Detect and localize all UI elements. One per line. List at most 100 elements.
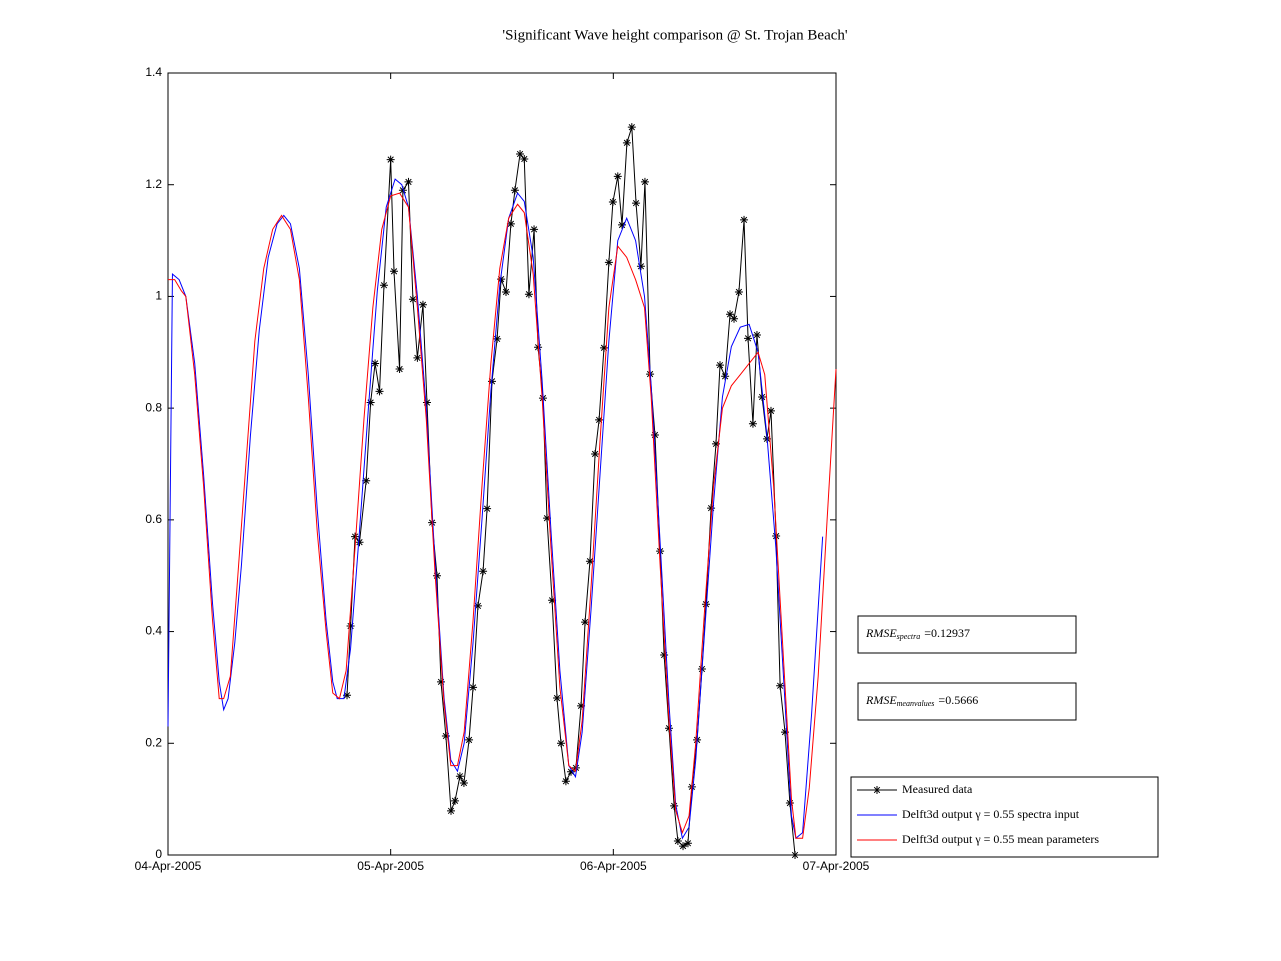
data-point	[395, 365, 404, 374]
data-point	[479, 567, 488, 576]
data-point	[465, 735, 474, 744]
data-point	[516, 149, 525, 158]
data-point	[436, 677, 445, 686]
annotation-box	[857, 615, 1077, 654]
data-point	[351, 532, 360, 541]
data-point	[604, 258, 613, 267]
legend-label: Measured data	[902, 782, 973, 796]
data-point	[585, 557, 594, 566]
data-point	[497, 275, 506, 284]
data-point	[591, 449, 600, 458]
data-point	[701, 600, 710, 609]
data-point	[557, 739, 566, 748]
legend-label: Delft3d output γ = 0.55 spectra input	[902, 807, 1080, 821]
y-tick-label: 1	[155, 289, 162, 303]
data-point	[398, 186, 407, 195]
data-point	[355, 538, 364, 547]
data-point	[673, 837, 682, 846]
data-point	[375, 387, 384, 396]
data-point	[413, 353, 422, 362]
data-point	[510, 186, 519, 195]
data-point	[561, 777, 570, 786]
data-point	[362, 476, 371, 485]
data-point	[346, 621, 355, 630]
data-point	[622, 138, 631, 147]
data-point	[451, 796, 460, 805]
data-point	[785, 799, 794, 808]
plot-frame	[167, 72, 837, 856]
data-point	[447, 806, 456, 815]
data-point	[455, 772, 464, 781]
y-tick-label: 0.6	[145, 512, 162, 526]
data-point	[766, 406, 775, 415]
data-point	[520, 155, 529, 164]
data-point	[422, 398, 431, 407]
data-point	[469, 683, 478, 692]
data-point	[650, 430, 659, 439]
data-point	[744, 334, 753, 343]
data-point	[752, 330, 761, 339]
legend-label: Delft3d output γ = 0.55 mean parameters	[902, 832, 1099, 846]
annotation-main: RMSE	[865, 693, 897, 707]
data-point	[608, 198, 617, 207]
data-point	[734, 287, 743, 296]
data-point	[660, 651, 669, 660]
data-point	[683, 839, 692, 848]
data-point	[366, 398, 375, 407]
chart-title: 'Significant Wave height comparison @ St…	[502, 27, 847, 43]
y-tick-label: 0.8	[145, 400, 162, 414]
data-point	[390, 267, 399, 276]
legend-box	[850, 776, 1159, 858]
data-point	[758, 392, 767, 401]
data-point	[627, 123, 636, 132]
data-point	[636, 262, 645, 271]
annotation: RMSEmeanvalues =0.5666	[865, 693, 978, 708]
annotation-main: RMSE	[865, 626, 897, 640]
annotation-text: =0.5666	[938, 693, 978, 707]
data-point	[715, 361, 724, 370]
data-point	[418, 300, 427, 309]
data-point	[386, 155, 395, 164]
annotation-sub: spectra	[897, 632, 921, 641]
data-point	[740, 215, 749, 224]
data-point	[552, 694, 561, 703]
y-tick-label: 1.2	[145, 177, 162, 191]
data-point	[726, 310, 735, 319]
y-tick-label: 1.4	[145, 65, 162, 79]
annotation-box	[857, 682, 1077, 721]
x-tick-label: 07-Apr-2005	[803, 859, 870, 873]
data-point	[640, 177, 649, 186]
x-tick-label: 04-Apr-2005	[135, 859, 202, 873]
data-point	[432, 571, 441, 580]
data-point	[524, 290, 533, 299]
y-tick-label: 0.2	[145, 735, 162, 749]
data-point	[542, 514, 551, 523]
series-line	[346, 127, 796, 856]
data-point	[632, 199, 641, 208]
data-point	[581, 618, 590, 627]
x-tick-label: 05-Apr-2005	[357, 859, 424, 873]
data-point	[730, 314, 739, 323]
data-point	[599, 343, 608, 352]
annotation-text: =0.12937	[924, 626, 970, 640]
data-point	[493, 334, 502, 343]
data-point	[473, 601, 482, 610]
series-line	[168, 192, 837, 839]
annotation: RMSEspectra =0.12937	[865, 626, 970, 641]
data-point	[595, 415, 604, 424]
data-point	[679, 842, 688, 851]
data-point	[711, 439, 720, 448]
data-point	[618, 220, 627, 229]
data-point	[404, 177, 413, 186]
data-point	[613, 172, 622, 181]
x-tick-label: 06-Apr-2005	[580, 859, 647, 873]
data-point	[483, 504, 492, 513]
annotation-sub: meanvalues	[897, 699, 935, 708]
data-point	[776, 681, 785, 690]
series-line	[167, 178, 824, 840]
y-tick-label: 0.4	[145, 624, 162, 638]
data-point	[707, 504, 716, 513]
data-point	[567, 767, 576, 776]
data-point	[665, 724, 673, 733]
